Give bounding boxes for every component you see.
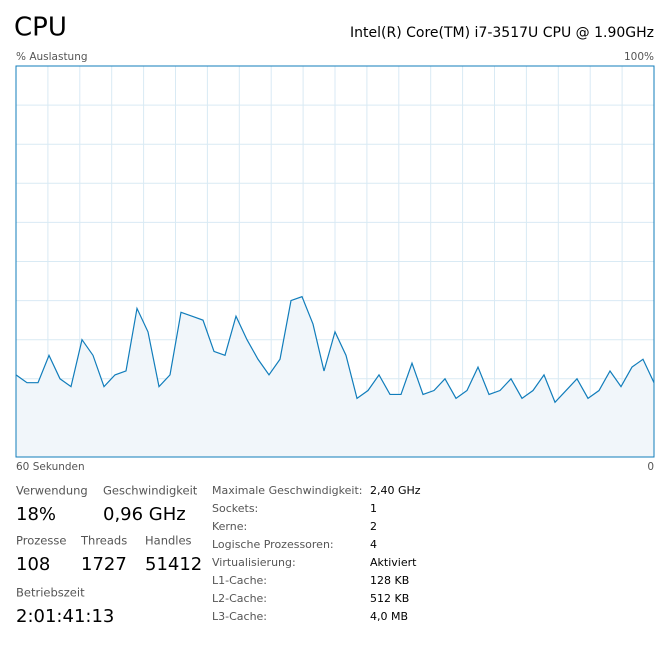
stat-value: 108 (16, 554, 50, 575)
detail-value: 4 (370, 538, 377, 551)
detail-value: 2 (370, 520, 377, 533)
stat-label: Verwendung (16, 484, 88, 498)
detail-label: Virtualisierung: (212, 556, 296, 569)
stat-label: Threads (80, 534, 127, 548)
stat-label: Betriebszeit (16, 586, 85, 600)
y-axis-label: % Auslastung (16, 51, 88, 63)
processor: Intel(R) Core(TM) i7-3517U CPU @ 1.90GHz (350, 25, 654, 41)
stat-label: Handles (145, 534, 192, 548)
x-tick-label: 60 Sekunden (16, 461, 85, 473)
stat-value: 1727 (81, 554, 127, 575)
x-tick-label: 0 (647, 461, 654, 473)
detail-label: L1-Cache: (212, 574, 267, 587)
title: CPU (14, 13, 67, 43)
detail-value: 128 KB (370, 574, 409, 587)
stat-label: Geschwindigkeit (103, 484, 198, 498)
detail-label: Logische Prozessoren: (212, 538, 334, 551)
y-tick-label: 100% (624, 51, 654, 63)
detail-value: 512 KB (370, 592, 409, 605)
stat-value: 18% (16, 504, 56, 525)
detail-value: Aktiviert (370, 556, 417, 569)
detail-value: 4,0 MB (370, 610, 408, 623)
stat-label: Prozesse (16, 534, 66, 548)
detail-value: 1 (370, 502, 377, 515)
chart-frame (15, 65, 655, 458)
detail-label: Maximale Geschwindigkeit: (212, 484, 362, 497)
detail-label: Kerne: (212, 520, 247, 533)
cpu-line (15, 295, 655, 404)
stat-value: 51412 (145, 554, 202, 575)
detail-label: L2-Cache: (212, 592, 267, 605)
detail-label: Sockets: (212, 502, 258, 515)
area (16, 296, 654, 457)
stat-value: 0,96 GHz (103, 504, 186, 525)
detail-value: 2,40 GHz (370, 484, 421, 497)
detail-label: L3-Cache: (212, 610, 267, 623)
stat-value: 2:01:41:13 (16, 606, 114, 627)
